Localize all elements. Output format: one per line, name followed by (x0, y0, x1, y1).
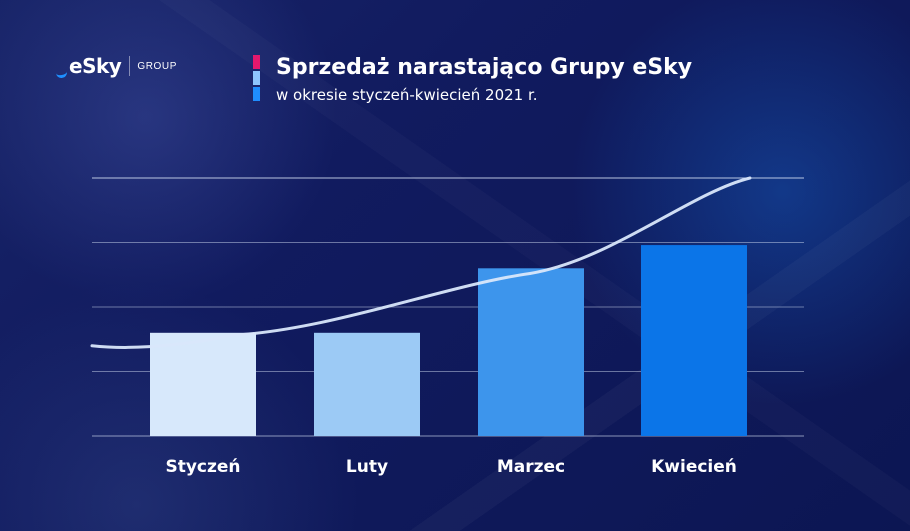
title-marker-light-blue (253, 71, 260, 85)
x-axis-label: Styczeń (165, 457, 240, 477)
logo-divider (129, 56, 131, 76)
bar (150, 332, 256, 436)
title-marker-pink (253, 55, 260, 69)
x-axis-label: Kwiecień (651, 457, 737, 477)
x-axis-label: Marzec (497, 457, 565, 477)
bar (641, 245, 747, 436)
chart-title: Sprzedaż narastająco Grupy eSky (276, 55, 693, 80)
esky-group-logo: eSky GROUP (54, 54, 177, 79)
trend-line (90, 176, 752, 349)
title-color-marker (253, 55, 260, 101)
bar (314, 332, 420, 436)
chart-subtitle: w okresie styczeń-kwiecień 2021 r. (276, 86, 538, 104)
x-axis-label: Luty (346, 457, 388, 477)
title-marker-blue (253, 87, 260, 101)
logo-text: eSky (69, 54, 122, 78)
bar (478, 268, 584, 436)
logo-group-text: GROUP (137, 60, 177, 72)
